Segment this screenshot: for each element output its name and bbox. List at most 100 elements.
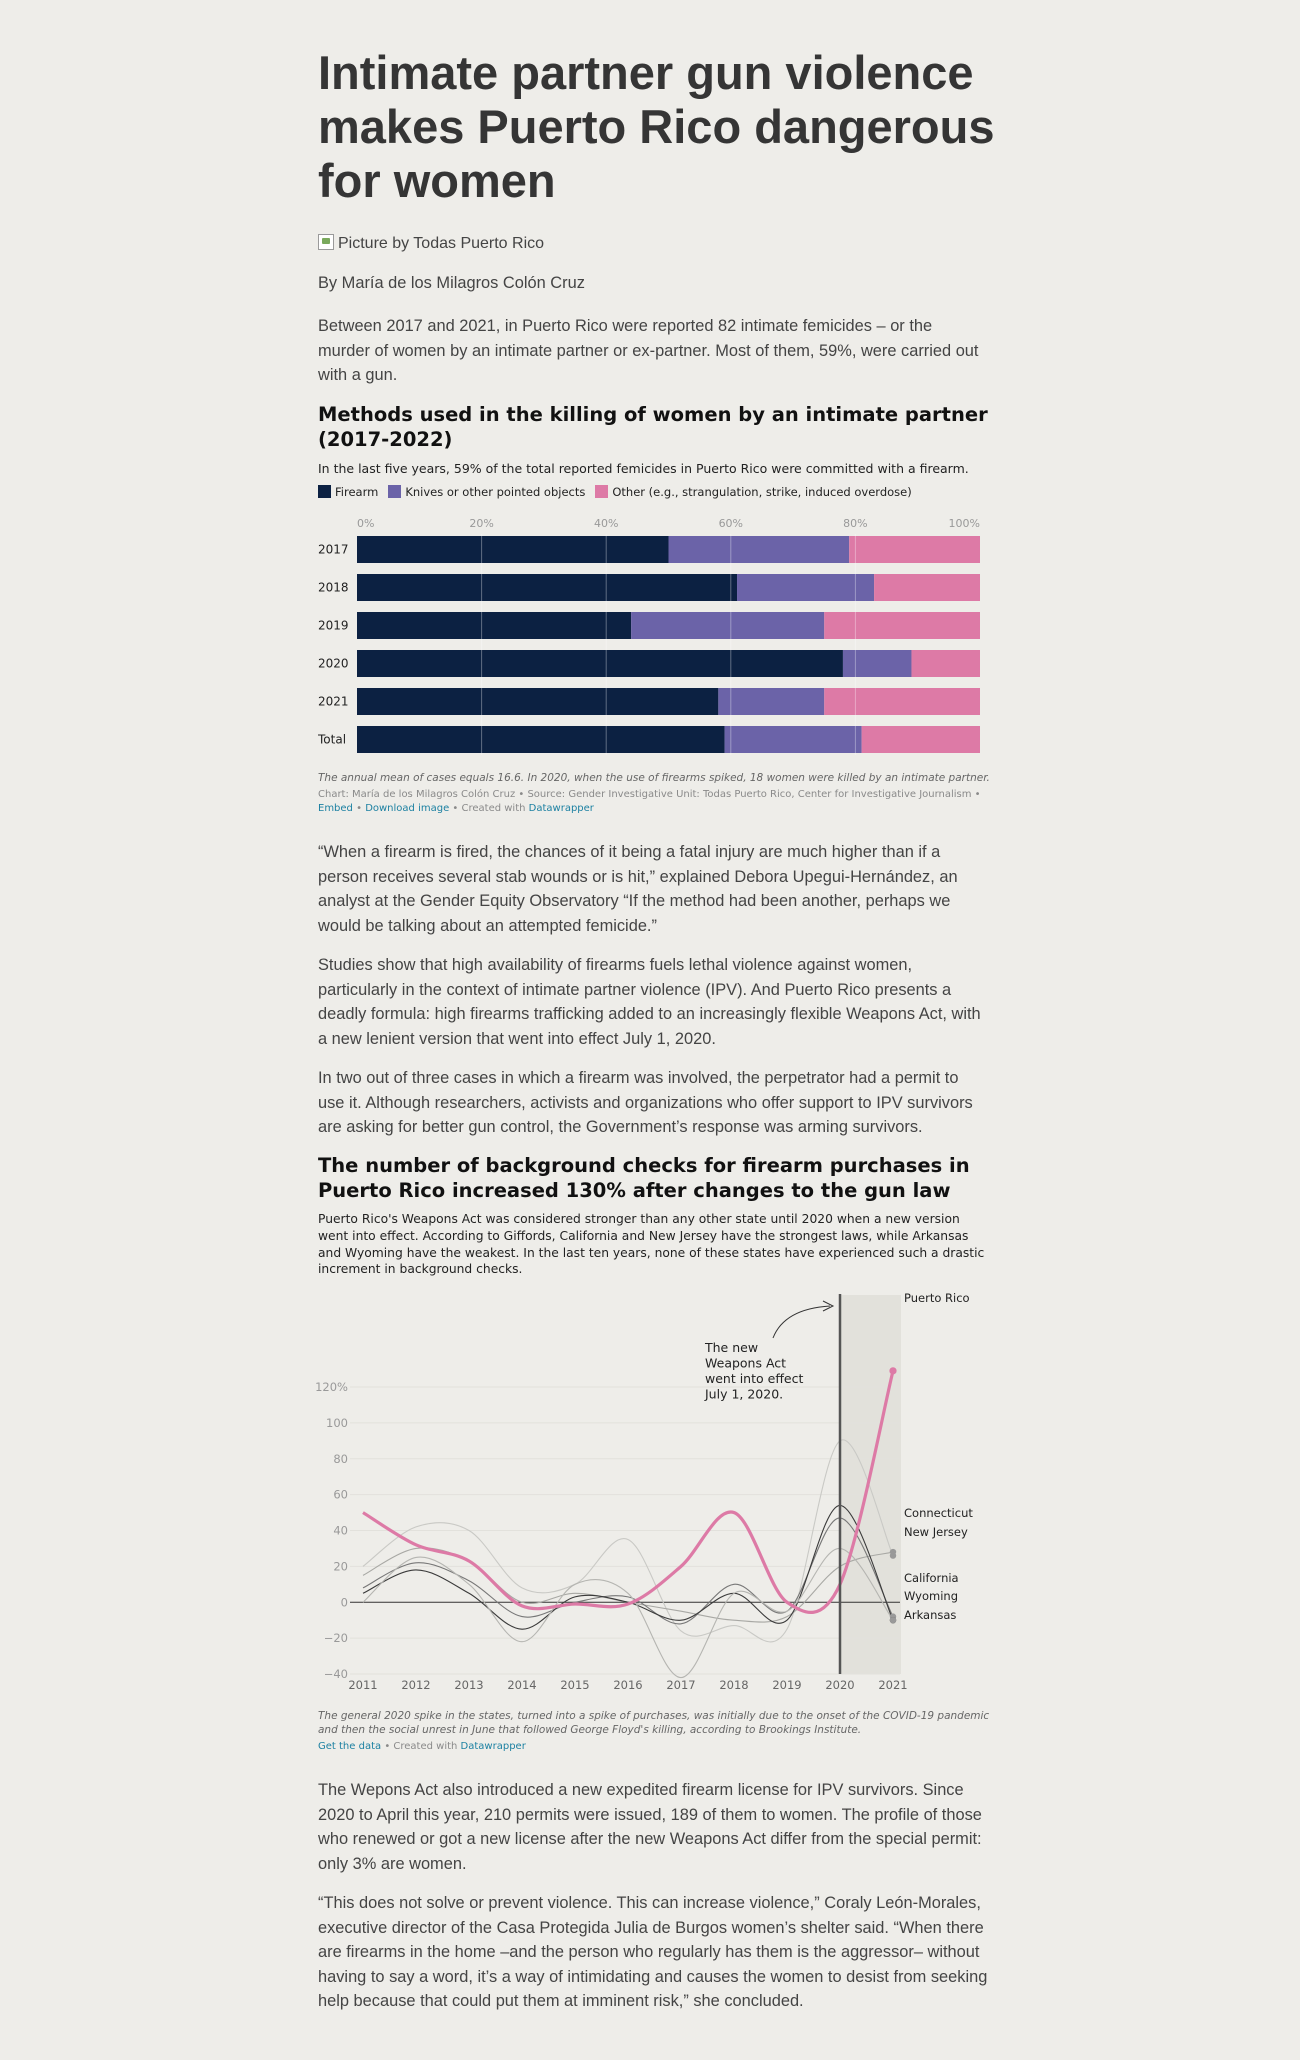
x-tick-label: 60%: [719, 517, 743, 530]
x-tick-label: 2012: [401, 1678, 430, 1692]
get-data-link[interactable]: Get the data: [318, 1741, 382, 1752]
x-tick-label: 2020: [825, 1678, 854, 1692]
bar-segment: [737, 574, 875, 601]
x-tick-label: 2015: [560, 1678, 589, 1692]
x-tick-label: 2017: [666, 1678, 695, 1692]
bar-segment: [874, 574, 980, 601]
embed-link[interactable]: Embed: [318, 803, 353, 814]
chart2-footer: The general 2020 spike in the states, tu…: [318, 1709, 990, 1754]
row-label: Total: [318, 733, 346, 747]
chart2-title: The number of background checks for fire…: [318, 1154, 970, 1202]
datawrapper-link[interactable]: Datawrapper: [528, 803, 594, 814]
intro-section: Between 2017 and 2021, in Puerto Rico we…: [318, 314, 982, 388]
chart1-bars: 0% 20% 40% 60% 80% 100% 2017 2018 2019 2020 2021 To…: [318, 517, 980, 755]
x-tick-label: 2018: [719, 1678, 748, 1692]
series-line: [362, 1439, 894, 1643]
x-tick-label: 100%: [949, 517, 980, 530]
chart1-notes: The annual mean of cases equals 16.6. In…: [318, 772, 990, 784]
y-tick-label: −20: [324, 1631, 348, 1645]
annotation-arrow: [772, 1305, 831, 1339]
row-label: 2020: [318, 657, 349, 671]
series-end-dot: [889, 1367, 897, 1375]
legend-swatch: [388, 485, 402, 498]
bar-segment: [357, 574, 738, 601]
x-tick-label: 2014: [507, 1678, 536, 1692]
y-tick-label: 20: [333, 1559, 348, 1573]
row-label: 2021: [318, 695, 349, 709]
article-byline: By María de los Milagros Colón Cruz: [318, 274, 585, 292]
legend-swatch: [318, 485, 331, 498]
paragraph: Between 2017 and 2021, in Puerto Rico we…: [318, 317, 979, 384]
series-label: Arkansas: [904, 1608, 956, 1622]
paragraph: “When a firearm is fired, the chances of…: [318, 843, 958, 935]
x-tick-label: 2019: [772, 1678, 801, 1692]
bar-segment: [357, 688, 719, 715]
chart1-legend: Firearm Knives or other pointed objects …: [318, 485, 988, 499]
annotation-text: Weapons Act: [705, 1356, 786, 1371]
bar-segment: [668, 536, 850, 563]
paragraph: Studies show that high availability of f…: [318, 956, 981, 1048]
annotation-text: July 1, 2020.: [704, 1387, 783, 1402]
headline: Intimate partner gun violence makes Puer…: [318, 46, 995, 207]
series-label: Wyoming: [904, 1589, 958, 1603]
bar-segment: [724, 726, 862, 753]
legend-item-firearm: Firearm: [318, 485, 378, 499]
series-line: [362, 1517, 894, 1625]
bar-segment: [357, 612, 632, 639]
series-label: New Jersey: [904, 1525, 968, 1539]
paragraph: The Wepons Act also introduced a new exp…: [318, 1781, 982, 1873]
paragraph: “This does not solve or prevent violence…: [318, 1894, 988, 2010]
chart1-byline: Chart: María de los Milagros Colón Cruz …: [318, 789, 981, 814]
legend-label: Firearm: [335, 485, 379, 499]
x-tick-label: 2011: [348, 1678, 377, 1692]
row-label: 2019: [318, 619, 349, 633]
bar-segment: [357, 650, 843, 677]
download-image-link[interactable]: Download image: [365, 803, 450, 814]
legend-item-knives: Knives or other pointed objects: [388, 485, 585, 499]
chart1-description: In the last five years, 59% of the total…: [318, 461, 969, 476]
bar-segment: [357, 536, 669, 563]
series-line: [362, 1504, 894, 1630]
bar-segment: [849, 536, 980, 563]
paragraph: In two out of three cases in which a fir…: [318, 1069, 973, 1136]
series-label: Puerto Rico: [904, 1291, 970, 1305]
y-tick-label: −40: [324, 1667, 348, 1681]
body-section-2: “When a firearm is fired, the chances of…: [318, 840, 988, 1140]
datawrapper-link[interactable]: Datawrapper: [460, 1741, 526, 1752]
legend-item-other: Other (e.g., strangulation, strike, indu…: [595, 485, 912, 499]
y-tick-label: 40: [333, 1524, 348, 1538]
annotation-arrowhead: [822, 1300, 835, 1312]
y-tick-label: 60: [333, 1488, 348, 1502]
series-end-dot: [889, 1616, 897, 1624]
x-tick-label: 20%: [469, 517, 493, 530]
x-tick-label: 2013: [454, 1678, 483, 1692]
bar-segment: [357, 726, 725, 753]
bar-segment: [718, 688, 825, 715]
bar-segment: [842, 650, 912, 677]
chart1-source: Chart: María de los Milagros Colón Cruz …: [318, 789, 981, 800]
article-image: Picture by Todas Puerto Rico: [318, 234, 982, 253]
chart1-container: Methods used in the killing of women by …: [318, 402, 988, 499]
chart1-footer: The annual mean of cases equals 16.6. In…: [318, 772, 990, 816]
chart2-notes: The general 2020 spike in the states, tu…: [318, 1710, 990, 1736]
row-label: 2017: [318, 543, 349, 557]
x-tick-label: 40%: [594, 517, 618, 530]
y-tick-label: 120%: [315, 1380, 348, 1394]
chart2-byline: Get the data • Created with Datawrapper: [318, 1740, 990, 1754]
bar-segment: [861, 726, 980, 753]
x-tick-label: 80%: [843, 517, 867, 530]
row-label: 2018: [318, 581, 349, 595]
body-section-3: The Wepons Act also introduced a new exp…: [318, 1778, 988, 2014]
chart1-title: Methods used in the killing of women by …: [318, 403, 988, 451]
chart2-description: Puerto Rico's Weapons Act was considered…: [318, 1212, 985, 1277]
annotation-text: went into effect: [705, 1371, 803, 1386]
bar-segment: [824, 612, 980, 639]
bar-segment: [911, 650, 980, 677]
annotation-text: The new: [704, 1340, 758, 1355]
series-line: [362, 1370, 895, 1614]
series-end-dot: [889, 1548, 897, 1556]
x-tick-label: 0%: [357, 517, 374, 530]
image-caption: Picture by Todas Puerto Rico: [338, 235, 545, 252]
legend-label: Knives or other pointed objects: [405, 485, 586, 499]
